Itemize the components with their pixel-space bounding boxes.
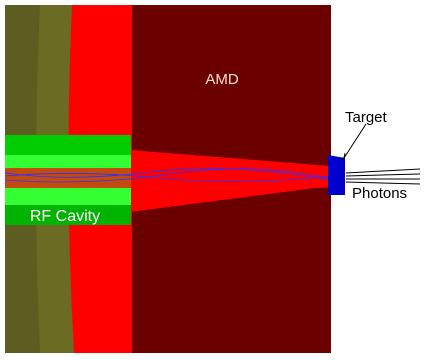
photon-arrows (340, 124, 420, 184)
rf-cavity-label: RF Cavity (30, 208, 100, 225)
target-label: Target (345, 109, 388, 126)
cavity-top (5, 135, 131, 155)
figure: AMD Target Photons RF Cavity (0, 0, 425, 355)
photons-label: Photons (352, 185, 407, 202)
target (328, 155, 345, 195)
amd-label: AMD (205, 71, 239, 88)
